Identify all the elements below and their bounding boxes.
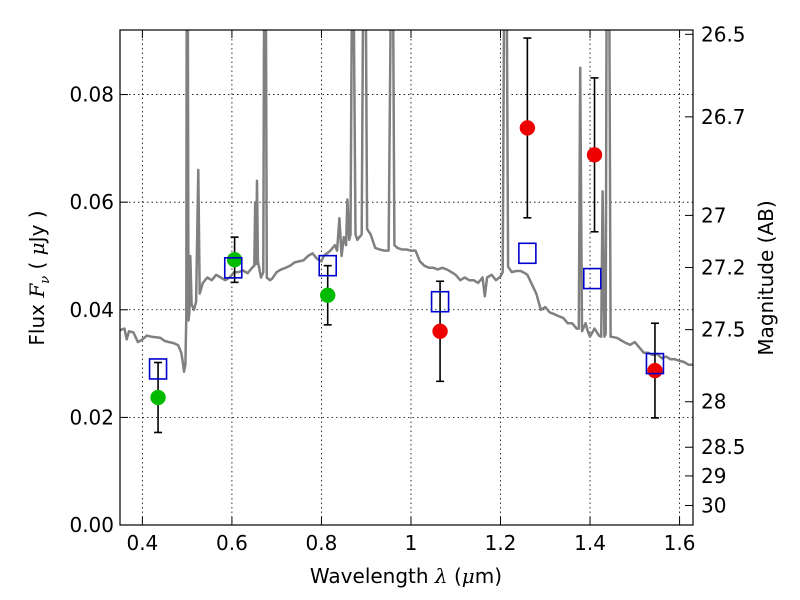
mag-tick-label: 26.7 (701, 105, 746, 129)
y-axis-label-word: Flux (25, 298, 49, 346)
data-markers (148, 37, 665, 434)
model-photometry-square (430, 290, 450, 313)
y-axis-label: Flux Fν ( μJy ) (25, 210, 53, 345)
x-axis-label: Wavelength λ (μm) (310, 564, 502, 588)
mag-tick-label: 28.5 (701, 435, 746, 459)
x-tick-label: 0.4 (126, 531, 158, 555)
y-axis-label-f: F (25, 283, 49, 299)
photometry-point (150, 389, 166, 406)
photometry-point (647, 362, 663, 379)
x-tick-label: 1.2 (485, 531, 517, 555)
model-photometry-square (518, 242, 537, 265)
x-tick-label: 1.4 (574, 531, 606, 555)
plot-frame (119, 29, 694, 526)
x-axis-label-unit: ( (448, 564, 462, 588)
model-spectrum-line (120, 30, 693, 373)
model-photometry-square (223, 257, 243, 279)
mag-tick-label: 29 (701, 464, 726, 488)
x-axis-label-unit-end: m) (475, 564, 502, 588)
y-tick-label: 0.00 (69, 513, 114, 537)
photometry-point (586, 147, 603, 163)
x-tick-label: 0.6 (216, 531, 248, 555)
x-axis-label-mu: μ (462, 564, 475, 588)
x-tick-label: 1.6 (664, 531, 696, 555)
y-tick-label: 0.04 (69, 298, 114, 322)
mag-tick-label: 27 (701, 203, 726, 227)
photometry-point (519, 120, 536, 136)
x-tick-label: 0.8 (306, 531, 338, 555)
y-axis-label-unit: Jy ) (25, 210, 49, 244)
mag-tick-label: 27.2 (701, 255, 746, 279)
photometry-point (319, 287, 336, 304)
model-photometry-square (582, 267, 602, 290)
y-axis-label-mu: μ (25, 242, 49, 255)
model-photometry-square (645, 352, 665, 375)
mag-tick-label: 27.5 (701, 318, 746, 342)
y-tick-label: 0.06 (69, 190, 114, 214)
mag-tick-label: 28 (701, 390, 726, 414)
x-axis-label-lambda: λ (434, 564, 448, 588)
y-tick-label: 0.02 (69, 405, 114, 429)
model-spectrum (120, 30, 693, 373)
y-right-axis-label: Magnitude (AB) (754, 200, 778, 355)
x-tick-label: 1 (405, 531, 418, 555)
photometry-point (432, 323, 448, 340)
photometry-point (226, 251, 243, 268)
y-axis-label-paren: ( (25, 255, 49, 276)
mag-tick-label: 26.5 (701, 22, 746, 46)
y-tick-label: 0.08 (69, 83, 114, 107)
y-axis-label-nu: ν (38, 276, 53, 284)
x-axis-label-word: Wavelength (310, 564, 435, 588)
model-photometry-square (318, 254, 338, 277)
model-photometry-square (148, 358, 168, 380)
mag-tick-label: 30 (701, 493, 726, 517)
axis-ticks: 0.4 0.6 0.8 1 1.2 1.4 1.6 0.00 0.02 0.04 0.06 0.08 2… (69, 22, 745, 555)
